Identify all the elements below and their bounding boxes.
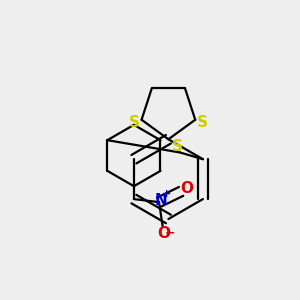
Text: −: − bbox=[165, 227, 175, 240]
Text: O: O bbox=[157, 226, 170, 241]
Text: S: S bbox=[172, 140, 183, 154]
Text: N: N bbox=[154, 193, 167, 208]
Text: +: + bbox=[162, 190, 171, 200]
Text: O: O bbox=[181, 182, 194, 196]
Text: S: S bbox=[129, 115, 140, 130]
Text: S: S bbox=[196, 115, 208, 130]
